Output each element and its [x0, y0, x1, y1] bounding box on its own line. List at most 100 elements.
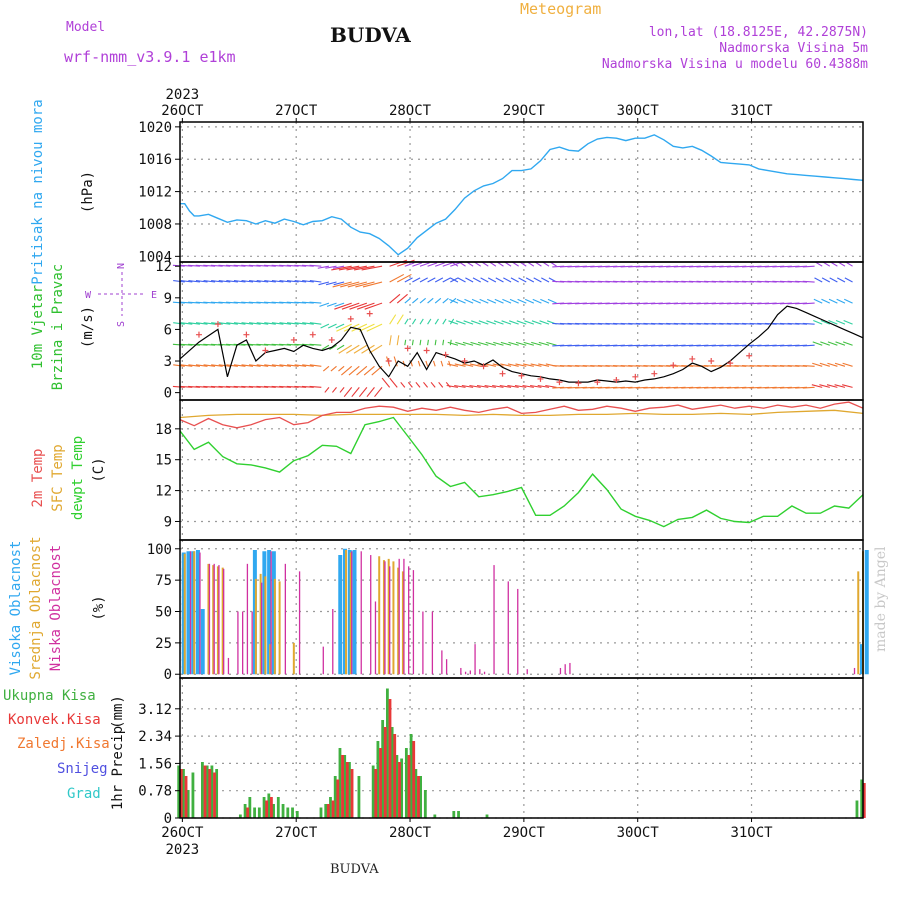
wind-vector: [828, 298, 838, 304]
precip-bar-convective: [388, 699, 392, 818]
wind-vector: [348, 365, 360, 376]
precip-bar-convective: [213, 772, 216, 818]
wind-vector: [218, 301, 231, 304]
wind-vector: [294, 385, 307, 388]
x-tick-label-bottom: 30OCT: [617, 825, 660, 841]
wind-vector: [524, 320, 535, 325]
wind-vector: [195, 301, 208, 304]
wind-vector: [479, 298, 489, 304]
wind-vector: [324, 387, 330, 393]
wind-vector: [842, 362, 853, 367]
wind-vector: [279, 364, 292, 367]
wind-vector: [294, 322, 307, 325]
wind-vector: [427, 318, 432, 325]
wind-vector: [389, 335, 392, 346]
wind-vector: [321, 344, 330, 351]
wind-vector: [336, 323, 352, 332]
wind-vector: [834, 362, 846, 367]
wind-vector: [351, 323, 368, 332]
wind-vector: [442, 277, 451, 283]
wind-vector: [368, 344, 383, 354]
wind-ylabel-1: 10m Vjetar: [30, 285, 46, 369]
wind-vector: [218, 364, 231, 367]
wind-vector: [249, 279, 261, 283]
y-tick-label: 12: [155, 484, 172, 500]
wind-vector: [332, 281, 352, 288]
precip-bar-total: [201, 762, 204, 818]
wind-vector: [203, 264, 216, 267]
wind-vector: [309, 385, 322, 388]
wind-vector: [524, 298, 535, 304]
wind-vector: [522, 384, 534, 388]
precip-bar-total: [253, 807, 256, 818]
wind-vector: [286, 343, 299, 346]
wind-vector: [173, 279, 185, 283]
wind-vector: [448, 320, 459, 325]
wind-vector: [362, 281, 383, 288]
wind-vector: [264, 322, 276, 325]
wind-gust-marker: [347, 315, 354, 322]
y-tick-label: 1012: [138, 185, 172, 201]
wind-vector: [226, 385, 238, 388]
station-title: BUDVA: [330, 23, 411, 47]
wind-vector: [835, 320, 846, 325]
wind-vector: [404, 297, 411, 304]
x-tick-label-top: 26OCT: [161, 103, 204, 119]
precip-bar-total: [404, 748, 408, 818]
wind-vector: [802, 302, 815, 305]
precip-bar-total: [295, 811, 299, 818]
wind-vector: [469, 363, 481, 367]
precip-bar-total: [267, 793, 271, 818]
wind-vector: [448, 360, 451, 367]
wind-gust-marker: [727, 360, 734, 367]
wind-vector: [508, 341, 519, 346]
wind-vector: [396, 273, 412, 283]
wind-vector: [279, 301, 292, 304]
wind-gust-marker: [404, 345, 411, 352]
x-tick-label-top: 31OCT: [730, 103, 773, 119]
wind-vector: [203, 343, 216, 346]
precip-bar-convective: [862, 783, 866, 818]
wind-vector: [211, 279, 223, 283]
wind-vector: [827, 341, 838, 346]
wind-vector: [447, 341, 459, 346]
wind-vector: [218, 279, 231, 283]
wind-vector: [226, 322, 238, 325]
precip-bar-convective: [345, 762, 349, 818]
precip-bar-total: [348, 762, 351, 818]
wind-vector: [419, 277, 428, 283]
wind-vector: [442, 262, 453, 267]
wind-vector: [442, 339, 445, 346]
wind-vector: [203, 279, 216, 283]
panel-frame: [179, 539, 864, 679]
wind-gust-marker: [537, 375, 544, 382]
y-tick-label: 15: [155, 453, 172, 469]
wind-vector: [211, 364, 223, 367]
wind-vector: [404, 277, 413, 283]
wind-vector: [263, 343, 276, 346]
wind-vector: [302, 279, 314, 283]
wind-vector: [538, 341, 550, 346]
wind-vector: [396, 335, 400, 346]
precip-bar-total: [186, 790, 190, 818]
wind-vector: [318, 281, 330, 286]
wind-vector: [241, 364, 254, 367]
y-tick-label: 1008: [138, 217, 172, 233]
precip-bar-total: [400, 758, 404, 818]
wind-vector: [813, 320, 823, 325]
wind-vector: [180, 343, 193, 346]
cloud-ylabel-1: Visoka Oblacnost: [8, 541, 24, 676]
wind-vector: [427, 297, 434, 304]
wind-vector: [442, 297, 449, 304]
wind-vector: [389, 293, 401, 304]
wind-vector: [210, 264, 223, 267]
wind-vector: [455, 320, 466, 325]
wind-vector: [454, 363, 466, 367]
wind-vector: [427, 262, 438, 267]
wind-vector: [188, 322, 200, 325]
wind-gust-marker: [670, 362, 677, 369]
wind-vector: [541, 277, 550, 283]
wind-vector: [419, 297, 426, 304]
wind-vector: [180, 385, 193, 388]
wind-vector: [503, 277, 512, 283]
